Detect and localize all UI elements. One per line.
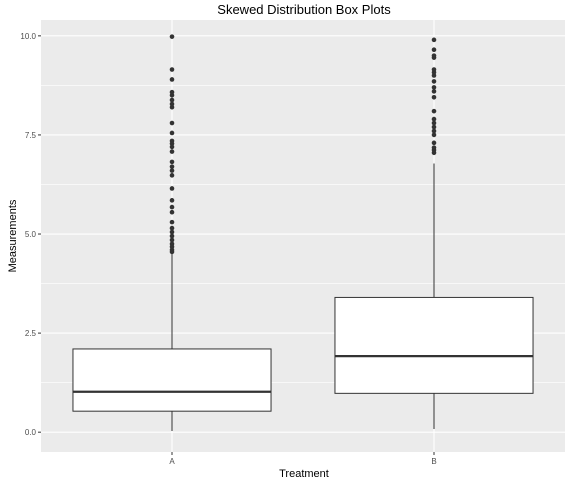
outlier-point: [431, 53, 437, 58]
outlier-point: [169, 247, 175, 253]
y-axis-title: Measurements: [7, 199, 19, 272]
x-tick-label: A: [169, 457, 175, 466]
outlier-point: [169, 104, 175, 110]
outlier-point: [431, 108, 437, 114]
outlier-point: [169, 219, 175, 225]
outlier-point: [169, 198, 175, 203]
outlier-point: [431, 73, 437, 78]
outlier-point: [169, 101, 175, 107]
outlier-point: [169, 159, 175, 165]
outlier-point: [169, 209, 175, 215]
y-tick-label: 5.0: [25, 230, 37, 239]
box-group-A: [72, 34, 272, 431]
outlier-point: [169, 67, 175, 72]
outlier-point: [431, 116, 437, 122]
outlier-point: [169, 120, 175, 126]
outlier-point: [169, 138, 175, 144]
outlier-point: [169, 93, 175, 98]
outlier-point: [169, 97, 175, 103]
box-group-B: [334, 37, 534, 430]
outlier-point: [431, 37, 437, 43]
outlier-point: [169, 204, 175, 210]
outlier-point: [431, 94, 437, 100]
outlier-point: [169, 149, 175, 154]
outlier-point: [169, 77, 175, 82]
outlier-point: [169, 229, 175, 235]
outlier-point: [431, 89, 437, 94]
outlier-point: [169, 130, 175, 136]
y-tick-label: 7.5: [25, 131, 37, 140]
outlier-point: [169, 233, 175, 239]
x-tick-label: B: [431, 457, 436, 466]
outlier-point: [169, 186, 175, 191]
outlier-point: [169, 34, 175, 39]
outlier-point: [431, 47, 437, 53]
y-axis-ticks: 0.0 2.5 5.0 7.5 10.0: [20, 32, 41, 437]
x-axis-title: Treatment: [279, 468, 329, 480]
outlier-point: [169, 144, 175, 150]
chart-title: Skewed Distribution Box Plots: [217, 2, 391, 17]
box-iqr: [72, 348, 272, 412]
box-iqr: [334, 296, 534, 394]
y-tick-label: 2.5: [25, 329, 37, 338]
outlier-point: [169, 173, 175, 178]
outlier-point: [169, 89, 175, 95]
outlier-point: [169, 225, 175, 231]
outlier-point: [169, 241, 175, 247]
outlier-point: [431, 79, 437, 84]
outlier-point: [169, 168, 175, 173]
outlier-point: [169, 237, 175, 243]
outlier-point: [431, 124, 437, 130]
outlier-point: [169, 164, 175, 169]
box-series: [72, 34, 534, 431]
outlier-point: [431, 140, 437, 146]
y-tick-label: 10.0: [20, 32, 36, 41]
outlier-point: [431, 120, 437, 126]
y-tick-label: 0.0: [25, 428, 37, 437]
outlier-point: [431, 128, 437, 134]
outlier-point: [431, 85, 437, 90]
outlier-point: [431, 132, 437, 138]
outlier-point: [431, 67, 437, 72]
outlier-point: [431, 145, 437, 150]
